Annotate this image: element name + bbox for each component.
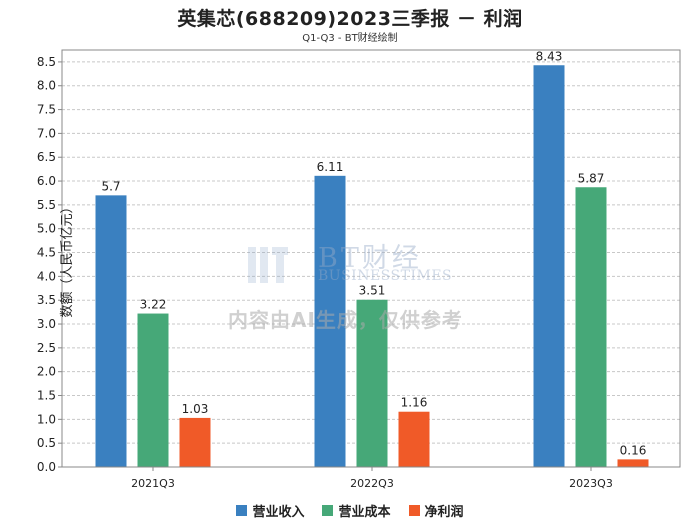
legend-swatch-cost	[322, 505, 334, 516]
y-tick-label: 1.5	[37, 389, 56, 403]
y-tick-label: 1.0	[37, 412, 56, 426]
y-tick-label: 5.0	[37, 222, 56, 236]
y-axis-label: 数额（人民币亿元）	[60, 200, 76, 318]
data-label: 8.43	[536, 49, 563, 63]
y-tick-label: 7.5	[37, 103, 56, 117]
bar	[398, 411, 430, 467]
y-tick-label: 4.0	[37, 269, 56, 283]
data-label: 0.16	[620, 443, 647, 457]
data-label: 6.11	[317, 160, 344, 174]
x-tick-label: 2021Q3	[131, 477, 175, 490]
y-tick-label: 0.5	[37, 436, 56, 450]
data-label: 5.7	[101, 179, 120, 193]
y-tick-label: 4.5	[37, 246, 56, 260]
bars	[95, 65, 649, 468]
y-tick-label: 2.5	[37, 341, 56, 355]
legend-label-net-profit: 净利润	[424, 505, 464, 520]
data-labels: 5.7 3.22 1.03 6.11 3.51 1.16 8.43 5.87 0.16	[101, 49, 646, 457]
bar	[179, 417, 211, 467]
bar	[533, 65, 565, 468]
bar	[137, 313, 169, 467]
y-tick-label: 6.0	[37, 174, 56, 188]
x-tick-label: 2023Q3	[569, 477, 613, 490]
data-label: 1.16	[401, 396, 428, 410]
bar	[314, 175, 346, 467]
y-tick-label: 7.0	[37, 126, 56, 140]
legend-item-cost: 营业成本	[322, 501, 391, 520]
legend: 营业收入 营业成本 净利润	[0, 501, 700, 520]
data-label: 1.03	[182, 402, 209, 416]
y-axis-ticks: 0.0 0.5 1.0 1.5 2.0 2.5 3.0 3.5 4.0 4.5 5.0 5.5 6.0 6…	[37, 55, 62, 474]
y-tick-label: 3.5	[37, 293, 56, 307]
chart-subtitle: Q1-Q3 - BT财经绘制	[302, 33, 398, 44]
chart-title: 英集芯(688209)2023三季报 － 利润	[177, 8, 523, 30]
bar	[575, 187, 607, 468]
legend-swatch-net-profit	[408, 505, 420, 516]
data-label: 3.22	[140, 298, 167, 312]
y-tick-label: 2.0	[37, 365, 56, 379]
legend-swatch-revenue	[236, 505, 248, 516]
data-label: 3.51	[359, 284, 386, 298]
legend-label-revenue: 营业收入	[252, 505, 305, 520]
y-tick-label: 8.0	[37, 79, 56, 93]
legend-item-net-profit: 净利润	[408, 501, 464, 520]
y-tick-label: 3.0	[37, 317, 56, 331]
bar	[356, 299, 388, 467]
x-tick-label: 2022Q3	[350, 477, 394, 490]
y-tick-label: 0.0	[37, 460, 56, 474]
y-tick-label: 8.5	[37, 55, 56, 69]
bar	[617, 459, 649, 467]
legend-item-revenue: 营业收入	[236, 501, 304, 520]
y-tick-label: 6.5	[37, 150, 56, 164]
x-axis-ticks: 2021Q3 2022Q3 2023Q3	[131, 467, 613, 490]
y-tick-label: 5.5	[37, 198, 56, 212]
legend-label-cost: 营业成本	[338, 505, 391, 520]
data-label: 5.87	[578, 171, 605, 185]
bar	[95, 195, 127, 467]
plot-frame	[61, 49, 681, 468]
